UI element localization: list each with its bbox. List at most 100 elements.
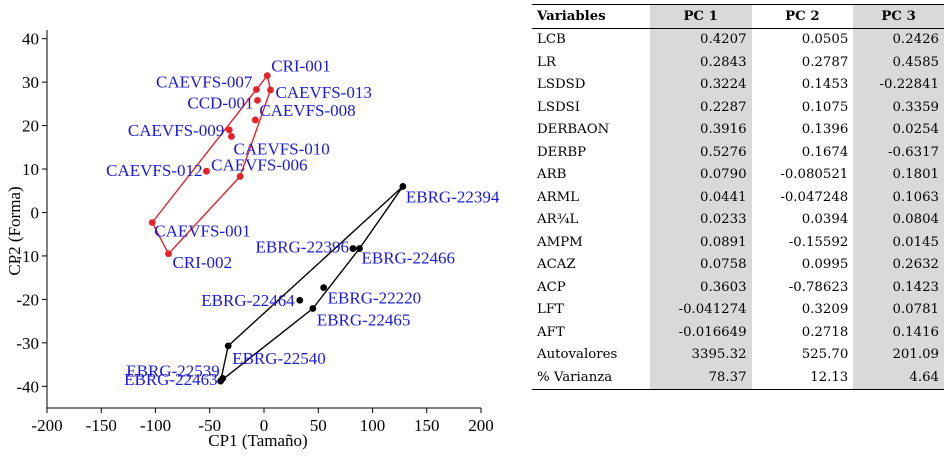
data-point-ebrg-22394: [399, 183, 407, 190]
data-point-ebrg-22465: [309, 305, 317, 312]
point-label-caevfs-007: CAEVFS-007: [156, 73, 253, 92]
data-point-ebrg-22396: [349, 245, 357, 252]
red-group-hull: [151, 74, 272, 256]
table-row: ARB 0.0790 -0.080521 0.1801: [532, 163, 944, 186]
point-label-ebrg-22463: EBRG-22463: [124, 370, 218, 389]
table-row: LR 0.2843 0.2787 0.4585: [532, 51, 944, 74]
row-value-cell: 0.1674: [801, 144, 849, 160]
header-variables: Variables: [532, 4, 650, 29]
row-value-cell: -0.78623: [788, 279, 849, 295]
point-label-ebrg-22396: EBRG-22396: [255, 238, 349, 257]
row-value-cell: 0.2787: [801, 54, 849, 70]
x-tick-label: -200: [31, 416, 62, 435]
y-tick-label: -10: [16, 247, 39, 266]
points: [148, 72, 407, 385]
table-row: AMPM 0.0891 -0.15592 0.0145: [532, 231, 944, 254]
x-tick-label: 200: [468, 416, 494, 435]
row-value-cell: 0.2426: [853, 28, 944, 51]
data-point-ebrg-22220: [320, 284, 328, 292]
point-label-caevfs-006: CAEVFS-006: [211, 155, 307, 174]
row-value-cell: 0.5276: [649, 141, 752, 164]
row-variable-cell: LSDSD: [537, 77, 586, 93]
data-point-caevfs-009: [225, 126, 233, 134]
row-value-cell: -0.016649: [649, 321, 752, 344]
data-point-caevfs-006: [236, 173, 244, 180]
y-tick-label: 10: [22, 160, 39, 179]
row-value-cell: 0.0145: [853, 231, 944, 254]
x-tick-label: 100: [360, 416, 386, 435]
row-value-cell: -0.6317: [853, 141, 944, 164]
row-variable-cell: ARB: [537, 167, 567, 183]
row-value-cell: -0.080521: [780, 167, 849, 183]
row-value-cell: 0.3209: [801, 302, 849, 318]
row-value-cell: -0.22841: [853, 73, 944, 96]
table-row: % Varianza 78.37 12.13 4.64: [532, 366, 944, 390]
header-pc2: PC 2: [751, 4, 854, 29]
x-tick-label: 150: [414, 416, 440, 435]
table-row: LSDSD 0.3224 0.1453 -0.22841: [532, 73, 944, 96]
hulls: [151, 74, 404, 383]
row-variable-cell: ACAZ: [537, 257, 576, 273]
row-variable-cell: % Varianza: [532, 366, 650, 390]
axes: -200 -150 -100 -50 0 50 100 150 200-40-30-20-100…: [16, 30, 493, 435]
row-value-cell: 0.1423: [853, 276, 944, 299]
point-labels: CRI-001 CAEVFS-007 CAEVFS-013 CCD-001 CAEVFS…: [106, 57, 500, 389]
row-value-cell: 0.3916: [649, 118, 752, 141]
row-value-cell: 0.4207: [649, 28, 752, 51]
row-value-cell: 0.0758: [649, 253, 752, 276]
row-variable-cell: LSDSI: [537, 99, 580, 115]
row-value-cell: 0.4585: [853, 51, 944, 74]
y-tick-label: 20: [22, 117, 39, 136]
row-value-cell: 0.1396: [801, 122, 849, 138]
table-row: LSDSI 0.2287 0.1075 0.3359: [532, 96, 944, 119]
point-label-caevfs-009: CAEVFS-009: [128, 121, 224, 140]
point-label-ebrg-22465: EBRG-22465: [317, 311, 411, 330]
row-value-cell: 78.37: [649, 366, 752, 390]
row-value-cell: 4.64: [853, 366, 944, 390]
y-tick-label: -30: [16, 334, 39, 353]
row-value-cell: 0.0505: [801, 32, 849, 48]
row-value-cell: 3395.32: [649, 343, 752, 366]
data-point-cri-001: [263, 72, 271, 80]
data-point-caevfs-001: [148, 219, 156, 226]
table-header-row: Variables PC 1 PC 2 PC 3: [532, 4, 944, 29]
row-variable-cell: Autovalores: [537, 347, 618, 363]
row-value-cell: 0.3224: [649, 73, 752, 96]
row-value-cell: 0.0804: [853, 208, 944, 231]
pca-loadings-table: Variables PC 1 PC 2 PC 3 LCB 0.4207 0.0505…: [532, 4, 944, 390]
point-label-ebrg-22394: EBRG-22394: [406, 187, 500, 206]
row-value-cell: 0.2287: [649, 96, 752, 119]
row-variable-cell: DERBAON: [537, 122, 610, 138]
y-tick-label: 30: [22, 73, 39, 92]
row-variable-cell: DERBP: [537, 144, 587, 160]
point-label-caevfs-008: CAEVFS-008: [259, 101, 355, 120]
point-label-ebrg-22464: EBRG-22464: [201, 291, 295, 310]
data-point-caevfs-012: [203, 167, 210, 175]
row-value-cell: -0.041274: [649, 298, 752, 321]
row-value-cell: 0.3603: [649, 276, 752, 299]
row-value-cell: 0.1075: [801, 99, 849, 115]
row-value-cell: 0.0441: [649, 186, 752, 209]
data-point-ebrg-22540: [224, 342, 232, 350]
row-variable-cell: AFT: [537, 324, 565, 340]
point-label-cri-001: CRI-001: [271, 57, 331, 76]
row-variable-cell: AR¾L: [537, 212, 579, 228]
data-point-ebrg-22464: [296, 296, 304, 304]
data-point-caevfs-008: [251, 116, 259, 124]
table-row: LFT -0.041274 0.3209 0.0781: [532, 298, 944, 321]
row-value-cell: 12.13: [751, 366, 854, 390]
data-point-ebrg-22463: [217, 377, 225, 385]
x-tick-label: -100: [140, 416, 171, 435]
row-value-cell: 0.0254: [853, 118, 944, 141]
row-variable-cell: ACP: [537, 279, 566, 295]
row-variable-cell: LR: [537, 54, 556, 70]
point-label-caevfs-001: CAEVFS-001: [154, 221, 250, 240]
row-value-cell: 0.0891: [649, 231, 752, 254]
row-value-cell: 0.2718: [801, 324, 849, 340]
point-label-ebrg-22540: EBRG-22540: [232, 349, 326, 368]
row-value-cell: 0.0995: [801, 257, 849, 273]
row-variable-cell: LCB: [537, 32, 566, 48]
table-row: ACAZ 0.0758 0.0995 0.2632: [532, 253, 944, 276]
table-row: AR¾L 0.0233 0.0394 0.0804: [532, 208, 944, 231]
table-row: LCB 0.4207 0.0505 0.2426: [532, 28, 944, 51]
